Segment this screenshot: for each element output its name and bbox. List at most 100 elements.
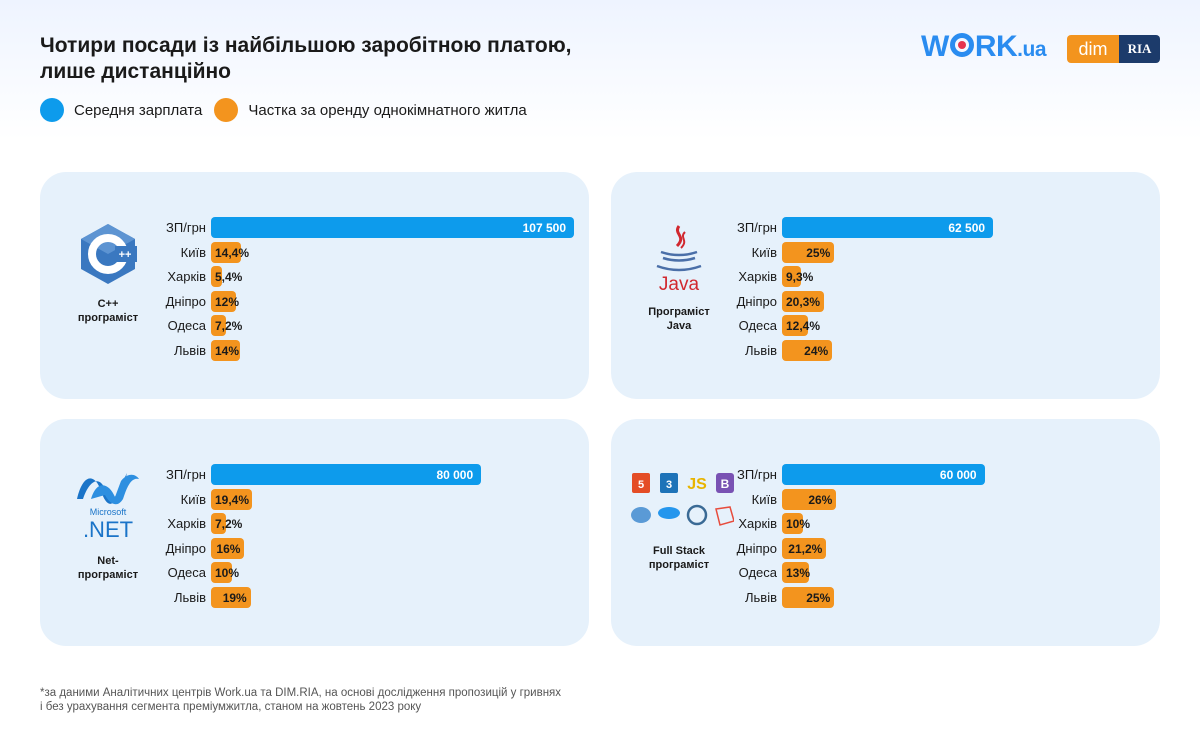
rent-row: Одеса 13% bbox=[611, 562, 1160, 584]
rent-row: Харків 9,3% bbox=[611, 266, 1160, 288]
rent-bar bbox=[782, 562, 810, 583]
dotnet-logo-icon: Microsoft .NET bbox=[52, 469, 164, 548]
salary-row: ЗП/грн 107 500 bbox=[40, 217, 589, 239]
rent-bar bbox=[211, 537, 245, 559]
category-label: Дніпро bbox=[165, 293, 206, 309]
fullstack-logos-icon: 5 3 JS B bbox=[623, 469, 735, 538]
legend-rent-swatch bbox=[214, 98, 239, 122]
rent-row: Дніпро 20,3% bbox=[611, 290, 1160, 313]
category-label: Львів bbox=[173, 342, 206, 358]
rent-row: Одеса 7,2% bbox=[40, 315, 589, 337]
category-label: Дніпро bbox=[165, 540, 206, 556]
category-label: Київ bbox=[180, 244, 206, 260]
rent-value-label: 14% bbox=[215, 343, 240, 358]
role-label: Net-програміст bbox=[77, 555, 139, 581]
role-label: C++ програміст bbox=[77, 298, 139, 324]
cpp-logo-text: ++ bbox=[119, 249, 132, 261]
rent-value-label: 14,4% bbox=[215, 245, 250, 260]
rent-bar bbox=[211, 562, 232, 583]
rent-bar bbox=[782, 488, 837, 510]
rent-row: Львів 25% bbox=[611, 586, 1160, 609]
category-label: Харків bbox=[738, 516, 777, 531]
category-label: Харків bbox=[167, 516, 206, 531]
java-logo-text: Java bbox=[659, 274, 700, 294]
rent-value-label: 16% bbox=[216, 541, 241, 556]
role-icon-area: Microsoft .NET Net-програміст bbox=[52, 469, 164, 582]
chart-card: Microsoft .NET Net-програміст ЗП/грн 80 000 К… bbox=[40, 419, 589, 646]
salary-row: ЗП/грн 62 500 bbox=[611, 217, 1160, 239]
category-label: Одеса bbox=[167, 318, 206, 333]
chart-card: ++ C++ програміст ЗП/грн 107 500 Київ 14,4% Хар… bbox=[40, 172, 589, 399]
salary-value-label: 62 500 bbox=[948, 221, 986, 235]
rent-value-label: 24% bbox=[804, 343, 829, 358]
rent-bar bbox=[782, 537, 827, 559]
rent-row: Київ 26% bbox=[611, 488, 1160, 511]
rent-bar bbox=[211, 315, 227, 336]
rent-value-label: 5,4% bbox=[215, 270, 243, 284]
rent-row: Київ 14,4% bbox=[40, 241, 589, 264]
role-icon-area: Java Програміст Java bbox=[623, 222, 735, 333]
rent-bar bbox=[211, 290, 237, 312]
chart-card: 5 3 JS B Full Stack програміст ЗП/грн 60 000 Киї… bbox=[611, 419, 1160, 646]
dotnet-logo-subtext: Microsoft bbox=[90, 507, 127, 517]
salary-row: ЗП/грн 60 000 bbox=[611, 464, 1160, 486]
role-label: Full Stack програміст bbox=[648, 545, 710, 571]
rent-value-label: 25% bbox=[806, 590, 831, 605]
rent-bar bbox=[782, 290, 825, 312]
rent-row: Львів 24% bbox=[611, 339, 1160, 362]
rent-bar bbox=[782, 339, 833, 361]
rent-row: Київ 19,4% bbox=[40, 488, 589, 511]
category-label: ЗП/грн bbox=[166, 467, 206, 482]
rent-bar bbox=[211, 586, 251, 608]
rent-value-label: 13% bbox=[786, 566, 811, 580]
category-label: ЗП/грн bbox=[166, 220, 206, 235]
rent-row: Харків 5,4% bbox=[40, 266, 589, 288]
legend-item-rent: Частка за оренду однокімнатного житла bbox=[214, 98, 527, 122]
rent-row: Дніпро 12% bbox=[40, 290, 589, 313]
rent-bar bbox=[782, 513, 803, 534]
salary-row: ЗП/грн 80 000 bbox=[40, 464, 589, 486]
category-label: Львів bbox=[744, 342, 777, 358]
rent-bar bbox=[211, 513, 227, 534]
rent-bar bbox=[782, 586, 835, 608]
rent-bar bbox=[211, 488, 252, 510]
category-label: Дніпро bbox=[736, 540, 777, 556]
rent-row: Харків 10% bbox=[611, 513, 1160, 535]
category-label: Одеса bbox=[738, 565, 777, 580]
rent-bar bbox=[782, 241, 835, 263]
footnote: *за даними Аналітичних центрів Work.ua т… bbox=[40, 686, 660, 714]
salary-bar bbox=[211, 464, 482, 485]
category-label: Дніпро bbox=[736, 293, 777, 309]
rent-value-label: 10% bbox=[215, 566, 240, 580]
rent-bar bbox=[211, 241, 242, 263]
title-line-2: лише дистанційно bbox=[40, 60, 231, 83]
rent-value-label: 10% bbox=[786, 517, 811, 531]
role-icon-area: ++ C++ програміст bbox=[52, 222, 164, 325]
rent-value-label: 7,2% bbox=[215, 517, 243, 531]
chart-card: Java Програміст Java ЗП/грн 62 500 Київ 25% Хар… bbox=[611, 172, 1160, 399]
java-logo-icon: Java bbox=[623, 222, 735, 299]
footnote-line-2: і без урахування сегмента преміумжитла, … bbox=[40, 701, 422, 713]
rent-bar bbox=[782, 315, 808, 336]
rent-bar bbox=[211, 339, 241, 361]
rent-row: Дніпро 21,2% bbox=[611, 537, 1160, 560]
rent-bar bbox=[211, 266, 223, 287]
legend-rent-label: Частка за оренду однокімнатного житла bbox=[248, 101, 527, 119]
role-label: Програміст Java bbox=[648, 306, 710, 332]
svg-text:3: 3 bbox=[666, 479, 672, 491]
rent-row: Одеса 12,4% bbox=[611, 315, 1160, 337]
rent-value-label: 20,3% bbox=[786, 294, 821, 309]
category-label: Київ bbox=[751, 491, 777, 507]
salary-bar bbox=[782, 217, 994, 238]
rent-value-label: 9,3% bbox=[786, 270, 814, 284]
rent-row: Одеса 10% bbox=[40, 562, 589, 584]
category-label: Львів bbox=[744, 589, 777, 605]
rent-bar bbox=[782, 266, 802, 287]
rent-value-label: 12,4% bbox=[786, 319, 821, 333]
rent-value-label: 19,4% bbox=[215, 492, 250, 507]
work-ua-logo: W RK.ua bbox=[921, 30, 1047, 63]
category-label: Київ bbox=[180, 491, 206, 507]
category-label: Харків bbox=[167, 269, 206, 284]
svg-text:5: 5 bbox=[638, 479, 644, 491]
chart-legend: Середня зарплата Частка за оренду однокі… bbox=[40, 98, 539, 122]
